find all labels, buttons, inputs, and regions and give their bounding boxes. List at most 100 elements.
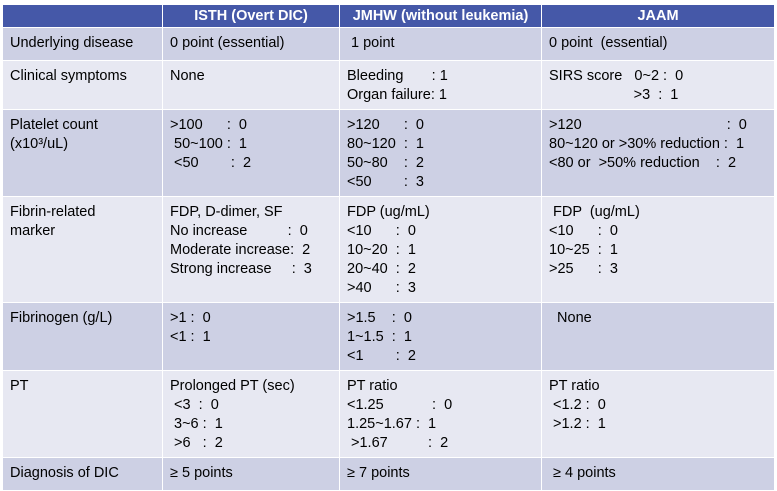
cell-line: None: [170, 68, 205, 84]
row-platelet-count: Platelet count (x10³/uL) >100 : 0 50~100…: [2, 109, 775, 197]
cell-line: 50~100 : 1: [170, 136, 247, 152]
cell-line: Clinical symptoms: [10, 68, 127, 84]
cell-line: >1 : 0: [170, 310, 211, 326]
cell-line: Fibrin-related: [10, 204, 96, 220]
cell-line: FDP (ug/mL): [347, 204, 430, 220]
cell-isth: 0 point (essential): [162, 27, 340, 61]
row-clinical-symptoms: Clinical symptoms None Bleeding : 1 Orga…: [2, 60, 775, 110]
cell-line: PT: [10, 378, 29, 394]
cell-jaam: 0 point (essential): [541, 27, 775, 61]
cell-line: 50~80 : 2: [347, 155, 424, 171]
cell-jmhw: >120 : 0 80~120 : 1 50~80 : 2 <50 : 3: [339, 109, 542, 197]
cell-line: >1.67 : 2: [347, 435, 449, 451]
cell-line: Prolonged PT (sec): [170, 378, 295, 394]
cell-line: <1.2 : 0: [549, 397, 606, 413]
cell-line: FDP (ug/mL): [549, 204, 640, 220]
cell-jaam: None: [541, 302, 775, 371]
cell-isth: >100 : 0 50~100 : 1 <50 : 2: [162, 109, 340, 197]
cell-line: No increase : 0: [170, 223, 308, 239]
cell-line: 1~1.5 : 1: [347, 329, 412, 345]
cell-line: <50 : 2: [170, 155, 252, 171]
cell-line: >1.2 : 1: [549, 416, 606, 432]
cell-line: <1 : 2: [347, 348, 416, 364]
cell-isth: >1 : 0 <1 : 1: [162, 302, 340, 371]
row-fibrinogen: Fibrinogen (g/L) >1 : 0 <1 : 1 >1.5 : 0 …: [2, 302, 775, 371]
cell-line: 0 point (essential): [170, 35, 285, 51]
cell-line: >120 : 0: [347, 117, 424, 133]
cell-line: 10~20 : 1: [347, 242, 416, 258]
cell-line: <50 : 3: [347, 174, 424, 190]
cell-jaam: ≥ 4 points: [541, 457, 775, 491]
cell-line: Bleeding : 1: [347, 68, 448, 84]
cell-jaam: FDP (ug/mL) <10 : 0 10~25 : 1 >25 : 3: [541, 196, 775, 303]
header-row: ISTH (Overt DIC) JMHW (without leukemia)…: [2, 4, 775, 28]
cell-line: 20~40 : 2: [347, 261, 416, 277]
cell-line: >25 : 3: [549, 261, 618, 277]
cell-line: >120 : 0: [549, 117, 747, 133]
row-fibrin-related-marker: Fibrin-related marker FDP, D-dimer, SF N…: [2, 196, 775, 303]
cell-jmhw: Bleeding : 1 Organ failure: 1: [339, 60, 542, 110]
row-label: Diagnosis of DIC: [2, 457, 163, 491]
row-label: Fibrinogen (g/L): [2, 302, 163, 371]
cell-isth: Prolonged PT (sec) <3 : 0 3~6 : 1 >6 : 2: [162, 370, 340, 458]
cell-line: ≥ 5 points: [170, 465, 233, 481]
row-label: Clinical symptoms: [2, 60, 163, 110]
row-underlying-disease: Underlying disease 0 point (essential) 1…: [2, 27, 775, 61]
cell-jaam: PT ratio <1.2 : 0 >1.2 : 1: [541, 370, 775, 458]
header-corner: [2, 4, 163, 28]
cell-line: ≥ 4 points: [549, 465, 616, 481]
cell-line: >40 : 3: [347, 280, 416, 296]
cell-line: (x10³/uL): [10, 136, 69, 152]
cell-line: 1 point: [347, 35, 395, 51]
cell-line: 3~6 : 1: [170, 416, 223, 432]
header-jaam: JAAM: [541, 4, 775, 28]
row-label: Platelet count (x10³/uL): [2, 109, 163, 197]
cell-jmhw: FDP (ug/mL) <10 : 0 10~20 : 1 20~40 : 2 …: [339, 196, 542, 303]
cell-line: ≥ 7 points: [347, 465, 410, 481]
cell-jmhw: 1 point: [339, 27, 542, 61]
row-label: PT: [2, 370, 163, 458]
cell-line: <80 or >50% reduction : 2: [549, 155, 737, 171]
cell-line: 1.25~1.67 : 1: [347, 416, 437, 432]
cell-jaam: >120 : 0 80~120 or >30% reduction : 1 <8…: [541, 109, 775, 197]
cell-line: <3 : 0: [170, 397, 219, 413]
cell-line: Strong increase : 3: [170, 261, 312, 277]
cell-line: PT ratio: [549, 378, 600, 394]
row-diagnosis-of-dic: Diagnosis of DIC ≥ 5 points ≥ 7 points ≥…: [2, 457, 775, 491]
cell-line: PT ratio: [347, 378, 398, 394]
cell-line: marker: [10, 223, 56, 239]
cell-line: Moderate increase: 2: [170, 242, 311, 258]
cell-isth: None: [162, 60, 340, 110]
cell-isth: FDP, D-dimer, SF No increase : 0 Moderat…: [162, 196, 340, 303]
cell-line: 80~120 or >30% reduction : 1: [549, 136, 745, 152]
cell-line: <10 : 0: [347, 223, 416, 239]
row-pt: PT Prolonged PT (sec) <3 : 0 3~6 : 1 >6 …: [2, 370, 775, 458]
cell-line: >1.5 : 0: [347, 310, 412, 326]
cell-line: <1.25 : 0: [347, 397, 453, 413]
cell-line: Organ failure: 1: [347, 87, 447, 103]
cell-jmhw: >1.5 : 0 1~1.5 : 1 <1 : 2: [339, 302, 542, 371]
row-label: Fibrin-related marker: [2, 196, 163, 303]
cell-line: FDP, D-dimer, SF: [170, 204, 283, 220]
header-jmhw: JMHW (without leukemia): [339, 4, 542, 28]
cell-line: 80~120 : 1: [347, 136, 424, 152]
cell-line: Platelet count: [10, 117, 98, 133]
cell-line: <10 : 0: [549, 223, 618, 239]
cell-line: None: [549, 310, 592, 326]
cell-line: 0 point (essential): [549, 35, 668, 51]
cell-line: >100 : 0: [170, 117, 247, 133]
cell-isth: ≥ 5 points: [162, 457, 340, 491]
dic-criteria-table: ISTH (Overt DIC) JMHW (without leukemia)…: [2, 4, 775, 491]
header-isth: ISTH (Overt DIC): [162, 4, 340, 28]
cell-line: >3 : 1: [549, 87, 679, 103]
cell-jmhw: ≥ 7 points: [339, 457, 542, 491]
cell-jaam: SIRS score 0~2 : 0 >3 : 1: [541, 60, 775, 110]
cell-line: Underlying disease: [10, 35, 134, 51]
cell-line: 10~25 : 1: [549, 242, 618, 258]
cell-line: Diagnosis of DIC: [10, 465, 119, 481]
cell-line: SIRS score 0~2 : 0: [549, 68, 684, 84]
cell-line: Fibrinogen (g/L): [10, 310, 113, 326]
cell-line: <1 : 1: [170, 329, 211, 345]
cell-line: >6 : 2: [170, 435, 223, 451]
cell-jmhw: PT ratio <1.25 : 0 1.25~1.67 : 1 >1.67 :…: [339, 370, 542, 458]
